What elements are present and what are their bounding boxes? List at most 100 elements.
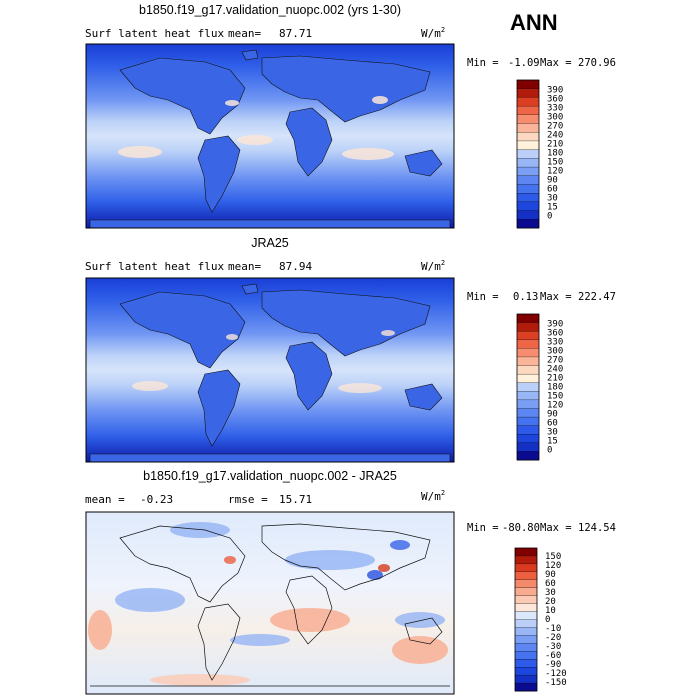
rmse-value: 15.71 (279, 493, 312, 506)
colorbar-swatch (516, 132, 540, 142)
colorbar-swatch (516, 425, 540, 435)
diff-mean-label: mean = (85, 493, 125, 506)
variable-label: Surf latent heat flux (85, 260, 224, 273)
colorbar-tick: -120 (545, 669, 567, 679)
colorbar-swatch (516, 219, 540, 229)
colorbar-swatch (514, 547, 538, 557)
colorbar-swatch (516, 149, 540, 159)
colorbar-tick: -150 (545, 678, 567, 688)
colorbar-swatch (516, 416, 540, 427)
max-value: 222.47 (578, 291, 616, 303)
map-frame (85, 511, 455, 695)
colorbar-tick: 240 (547, 131, 563, 141)
colorbar-swatch (516, 382, 540, 392)
colorbar-swatch (516, 356, 540, 366)
units-label: W/m2 (421, 489, 445, 503)
min-label: Min = (467, 522, 499, 534)
colorbar-swatch (516, 331, 540, 341)
colorbar-swatch (514, 635, 538, 644)
max-value: 124.54 (578, 522, 616, 534)
colorbar-swatch (516, 210, 540, 220)
colorbar-swatch (516, 348, 540, 358)
colorbar-swatch (514, 682, 538, 692)
min-value: 0.13 (513, 291, 538, 303)
max-label: Max = (540, 291, 572, 303)
colorbar-swatch (514, 611, 538, 620)
colorbar-tick: -10 (545, 624, 561, 634)
min-value: -80.80 (502, 522, 540, 534)
colorbar-tick: -90 (545, 660, 561, 670)
colorbar-swatch (514, 674, 538, 684)
map-frame (85, 43, 455, 229)
max-value: 270.96 (578, 57, 616, 69)
colorbar-swatch (514, 651, 538, 660)
colorbar-tick-labels: 150 120 90 60 30 20 10 0 -10 -20 -30 -60… (545, 552, 567, 688)
colorbar-swatch (516, 114, 540, 124)
colorbar-tick: 210 (547, 140, 563, 150)
colorbar-tick: 300 (547, 347, 563, 357)
colorbar-swatch (516, 166, 540, 177)
colorbar-tick: 30 (547, 194, 558, 204)
colorbar-swatch (516, 399, 540, 409)
colorbar-tick: 20 (545, 597, 556, 607)
colorbar-swatch (516, 373, 540, 384)
colorbar-tick: 270 (547, 356, 563, 366)
colorbar-model: 390 360 330 300 270 240 210 180 150 120 … (516, 79, 563, 229)
colorbar-tick: 270 (547, 122, 563, 132)
colorbar-tick: 15 (547, 203, 558, 213)
colorbar-swatch (516, 158, 540, 168)
colorbar-swatch (516, 365, 540, 375)
colorbar-swatch (516, 88, 540, 98)
map-difference (85, 511, 455, 695)
max-label: Max = (540, 57, 572, 69)
colorbar-tick: 120 (547, 167, 563, 177)
colorbar-swatch (514, 603, 538, 612)
colorbar-tick: 150 (547, 392, 563, 402)
colorbar-tick: 90 (545, 570, 556, 580)
panel-title: b1850.f19_g17.validation_nuopc.002 - JRA… (143, 469, 397, 483)
colorbar-tick: 120 (547, 401, 563, 411)
colorbar-tick: 90 (547, 176, 558, 186)
mean-label: mean= (228, 27, 261, 40)
colorbar-tick: -60 (545, 651, 561, 661)
map-warm-patches (118, 96, 394, 160)
colorbar-tick: 180 (547, 149, 563, 159)
colorbar-swatch (514, 659, 538, 668)
colorbar-tick: 30 (545, 588, 556, 598)
colorbar-swatches (516, 79, 540, 229)
colorbar-tick: 360 (547, 329, 563, 339)
colorbar-tick-labels: 390 360 330 300 270 240 210 180 150 120 … (547, 86, 563, 222)
min-label: Min = (467, 291, 499, 303)
colorbar-tick: 150 (547, 158, 563, 168)
colorbar-swatch (516, 184, 540, 194)
colorbar-difference: 150 120 90 60 30 20 10 0 -10 -20 -30 -60… (514, 547, 567, 692)
colorbar-observation: 390 360 330 300 270 240 210 180 150 120 … (516, 313, 563, 461)
colorbar-swatch (514, 587, 538, 597)
colorbar-swatch (516, 451, 540, 461)
colorbar-swatch (516, 391, 540, 401)
colorbar-tick: 90 (547, 410, 558, 420)
colorbar-tick: 0 (545, 615, 550, 625)
units-label: W/m2 (421, 259, 445, 273)
rmse-label: rmse = (228, 493, 268, 506)
colorbar-swatch (516, 313, 540, 324)
colorbar-swatch (516, 175, 540, 185)
panel-difference: b1850.f19_g17.validation_nuopc.002 - JRA… (85, 469, 616, 695)
min-value: -1.09 (508, 57, 540, 69)
season-label: ANN (510, 10, 558, 35)
colorbar-swatch (516, 322, 540, 332)
colorbar-swatch (516, 339, 540, 349)
colorbar-swatch (516, 105, 540, 116)
mean-value: 87.94 (279, 260, 312, 273)
colorbar-tick: -20 (545, 633, 561, 643)
map-frame (85, 277, 455, 463)
colorbar-tick: 60 (547, 185, 558, 195)
colorbar-swatch (516, 97, 540, 107)
map-observation (85, 277, 455, 463)
colorbar-swatch (516, 442, 540, 452)
colorbar-swatch (514, 595, 538, 605)
colorbar-swatch (514, 667, 538, 676)
colorbar-tick: 30 (547, 428, 558, 438)
colorbar-tick: -30 (545, 642, 561, 652)
